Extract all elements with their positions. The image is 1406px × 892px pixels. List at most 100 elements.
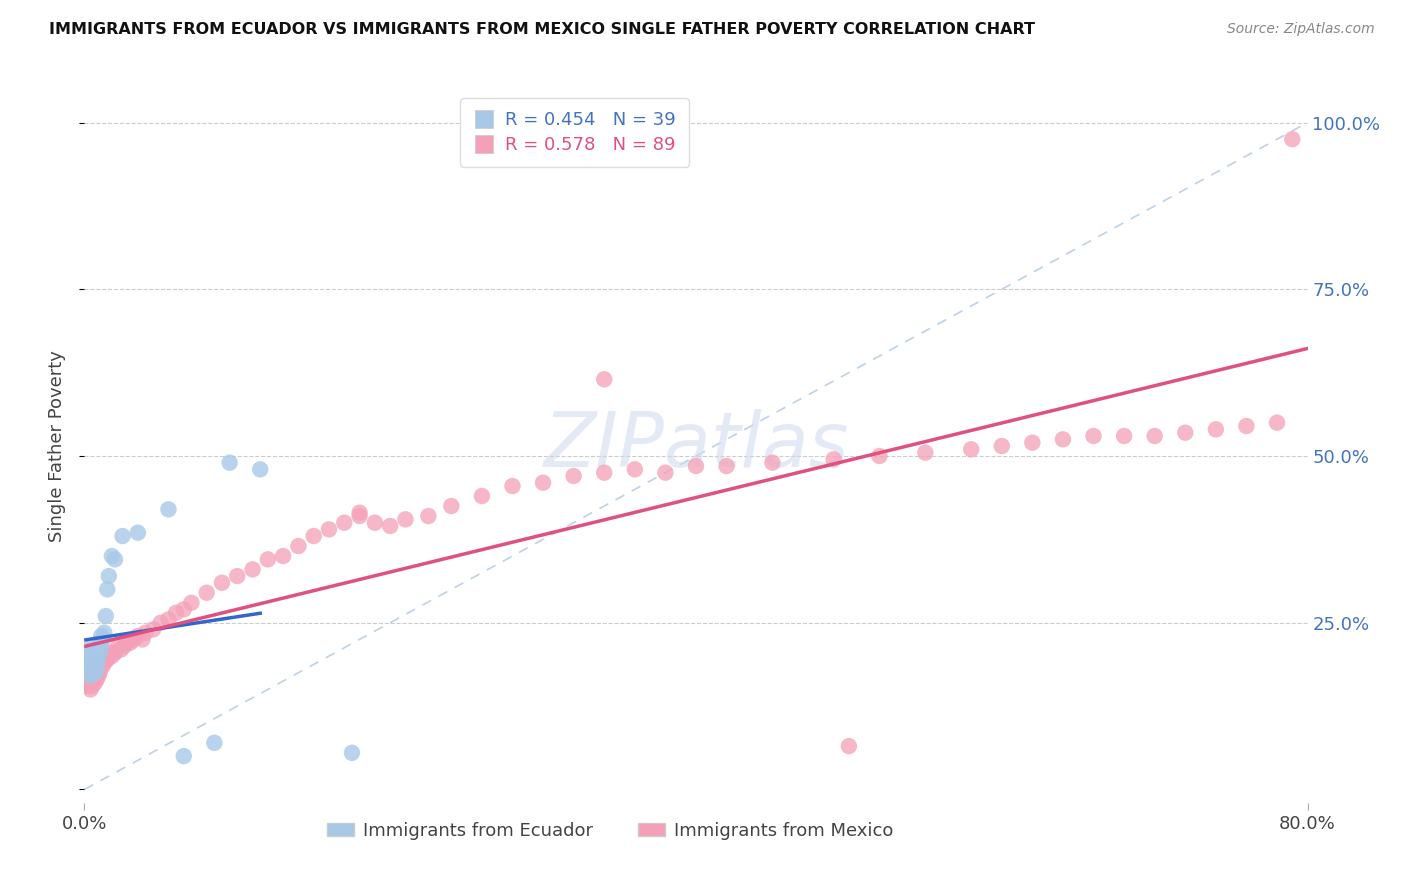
Point: [94, 652, 117, 666]
Point: [502, 479, 524, 493]
Point: [157, 502, 180, 516]
Point: [75, 673, 97, 687]
Point: [83, 659, 105, 673]
Point: [80, 665, 103, 680]
Point: [87, 659, 110, 673]
Point: [86, 662, 108, 676]
Point: [94, 609, 117, 624]
Point: [180, 596, 202, 610]
Point: [84, 675, 107, 690]
Point: [761, 456, 783, 470]
Point: [562, 469, 585, 483]
Point: [914, 445, 936, 459]
Point: [86, 646, 108, 660]
Point: [112, 639, 135, 653]
Legend: Immigrants from Ecuador, Immigrants from Mexico: Immigrants from Ecuador, Immigrants from…: [319, 815, 901, 847]
Point: [79, 682, 101, 697]
Point: [110, 642, 132, 657]
Point: [654, 466, 676, 480]
Point: [1281, 132, 1303, 146]
Point: [302, 529, 325, 543]
Y-axis label: Single Father Poverty: Single Father Poverty: [48, 350, 66, 542]
Point: [249, 462, 271, 476]
Point: [1114, 429, 1136, 443]
Point: [991, 439, 1014, 453]
Point: [593, 372, 616, 386]
Point: [318, 522, 340, 536]
Point: [120, 636, 142, 650]
Point: [80, 642, 103, 657]
Point: [76, 642, 98, 657]
Point: [98, 646, 121, 660]
Point: [91, 632, 114, 647]
Point: [226, 569, 249, 583]
Point: [101, 549, 124, 563]
Point: [111, 529, 134, 543]
Point: [242, 562, 264, 576]
Point: [418, 509, 440, 524]
Point: [380, 519, 402, 533]
Point: [86, 662, 108, 676]
Point: [76, 679, 98, 693]
Point: [624, 462, 647, 476]
Point: [340, 746, 363, 760]
Point: [593, 466, 616, 480]
Point: [173, 602, 195, 616]
Point: [84, 669, 107, 683]
Point: [165, 606, 187, 620]
Point: [349, 509, 371, 524]
Point: [1205, 422, 1227, 436]
Point: [135, 625, 157, 640]
Point: [149, 615, 172, 630]
Point: [364, 516, 387, 530]
Point: [202, 736, 225, 750]
Point: [394, 512, 416, 526]
Point: [90, 656, 112, 670]
Point: [80, 656, 103, 670]
Point: [86, 656, 108, 670]
Point: [107, 639, 129, 653]
Point: [823, 452, 845, 467]
Point: [173, 749, 195, 764]
Text: Source: ZipAtlas.com: Source: ZipAtlas.com: [1227, 22, 1375, 37]
Point: [271, 549, 294, 563]
Point: [83, 649, 105, 664]
Point: [93, 656, 115, 670]
Point: [1174, 425, 1197, 440]
Point: [1236, 419, 1258, 434]
Point: [195, 585, 218, 599]
Point: [87, 649, 110, 664]
Point: [127, 629, 149, 643]
Point: [1143, 429, 1166, 443]
Point: [84, 659, 107, 673]
Point: [440, 499, 463, 513]
Point: [104, 646, 127, 660]
Point: [79, 662, 101, 676]
Point: [131, 632, 153, 647]
Point: [349, 506, 371, 520]
Point: [103, 646, 125, 660]
Point: [333, 516, 356, 530]
Point: [211, 575, 233, 590]
Point: [84, 652, 107, 666]
Point: [115, 636, 138, 650]
Point: [75, 652, 97, 666]
Point: [86, 673, 108, 687]
Point: [218, 456, 240, 470]
Text: ZIP​atlas: ZIP​atlas: [543, 409, 849, 483]
Point: [87, 669, 110, 683]
Point: [77, 675, 100, 690]
Point: [77, 669, 100, 683]
Point: [80, 679, 103, 693]
Point: [287, 539, 309, 553]
Point: [142, 623, 165, 637]
Point: [716, 458, 738, 473]
Point: [90, 639, 112, 653]
Point: [91, 652, 114, 666]
Point: [685, 458, 707, 473]
Point: [80, 665, 103, 680]
Point: [869, 449, 891, 463]
Point: [1265, 416, 1288, 430]
Point: [531, 475, 554, 490]
Point: [127, 525, 149, 540]
